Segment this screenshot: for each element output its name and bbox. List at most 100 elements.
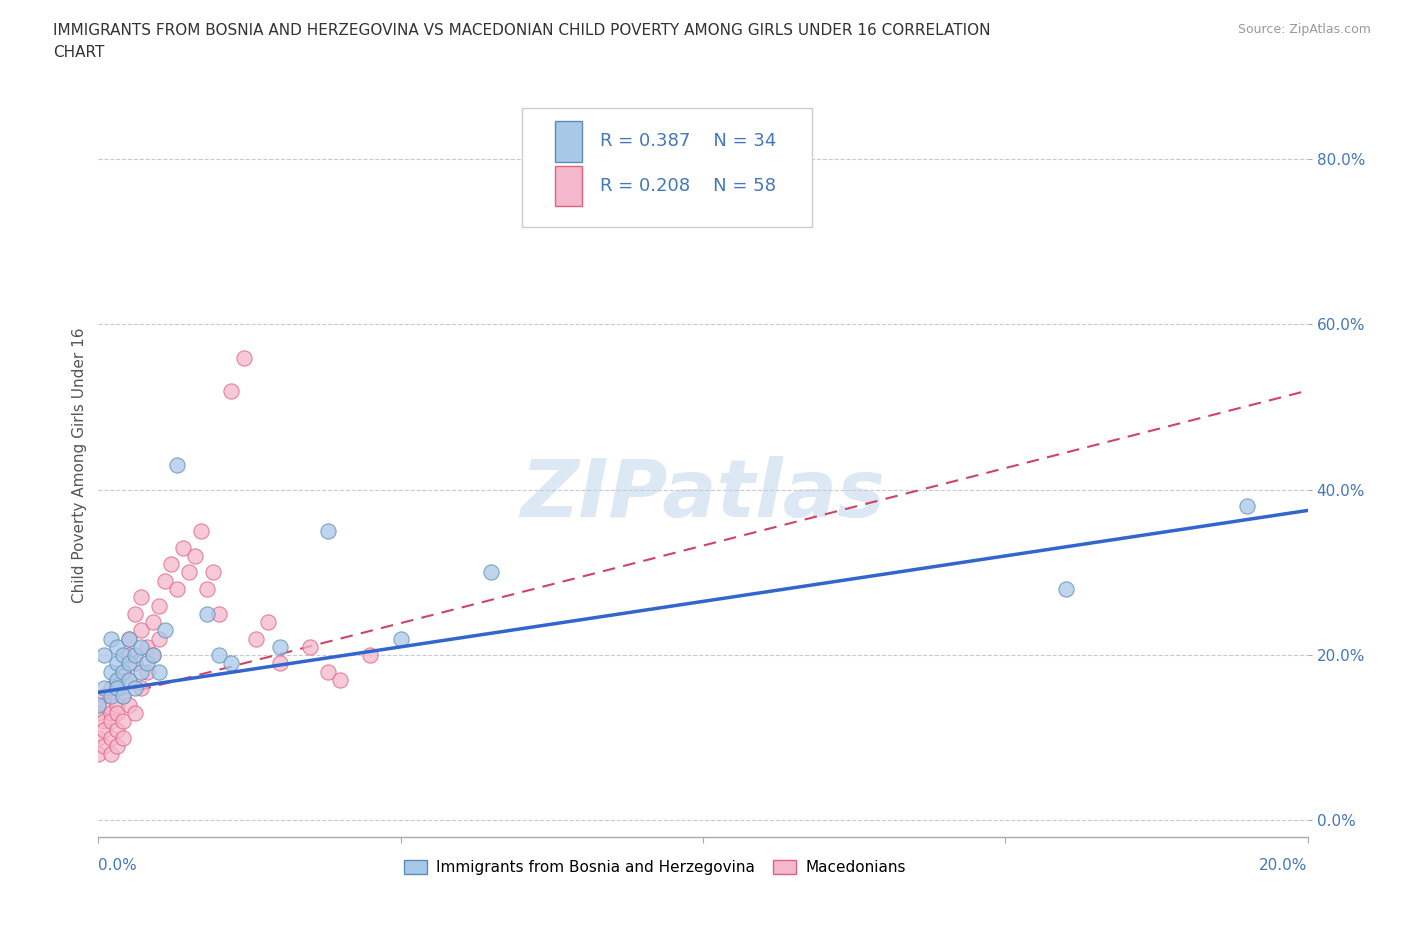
- Point: [316, 524, 339, 538]
- Point: [118, 631, 141, 646]
- Point: [105, 640, 128, 655]
- Point: [299, 640, 322, 655]
- Point: [135, 640, 157, 655]
- Point: [100, 747, 122, 762]
- Text: ZIPatlas: ZIPatlas: [520, 456, 886, 534]
- Point: [160, 557, 183, 572]
- Point: [269, 640, 291, 655]
- Point: [148, 664, 170, 679]
- Point: [87, 730, 110, 745]
- Point: [124, 606, 146, 621]
- Point: [118, 631, 141, 646]
- Point: [245, 631, 267, 646]
- Point: [111, 689, 134, 704]
- Text: Source: ZipAtlas.com: Source: ZipAtlas.com: [1237, 23, 1371, 36]
- Point: [129, 640, 152, 655]
- Point: [142, 647, 165, 662]
- Text: R = 0.387    N = 34: R = 0.387 N = 34: [600, 132, 776, 151]
- FancyBboxPatch shape: [555, 166, 582, 206]
- Point: [316, 664, 339, 679]
- FancyBboxPatch shape: [522, 108, 811, 227]
- Point: [129, 623, 152, 638]
- Y-axis label: Child Poverty Among Girls Under 16: Child Poverty Among Girls Under 16: [72, 327, 87, 603]
- Point: [195, 581, 218, 596]
- Point: [105, 672, 128, 687]
- Point: [100, 681, 122, 696]
- Point: [1054, 581, 1077, 596]
- Text: IMMIGRANTS FROM BOSNIA AND HERZEGOVINA VS MACEDONIAN CHILD POVERTY AMONG GIRLS U: IMMIGRANTS FROM BOSNIA AND HERZEGOVINA V…: [53, 23, 991, 38]
- Point: [124, 656, 146, 671]
- Point: [93, 647, 115, 662]
- Point: [100, 730, 122, 745]
- Point: [208, 606, 231, 621]
- Point: [93, 738, 115, 753]
- Point: [142, 615, 165, 630]
- Point: [221, 383, 243, 398]
- Point: [256, 615, 278, 630]
- Point: [195, 606, 218, 621]
- Point: [100, 631, 122, 646]
- Point: [105, 738, 128, 753]
- Point: [166, 581, 188, 596]
- Point: [87, 698, 110, 712]
- Text: CHART: CHART: [53, 45, 105, 60]
- Point: [166, 458, 188, 472]
- Legend: Immigrants from Bosnia and Herzegovina, Macedonians: Immigrants from Bosnia and Herzegovina, …: [398, 854, 911, 882]
- Point: [111, 664, 134, 679]
- Point: [111, 714, 134, 729]
- Point: [118, 672, 141, 687]
- Point: [118, 647, 141, 662]
- Point: [124, 706, 146, 721]
- Point: [111, 647, 134, 662]
- Point: [111, 664, 134, 679]
- Point: [105, 698, 128, 712]
- Point: [105, 722, 128, 737]
- Point: [184, 549, 207, 564]
- Point: [269, 656, 291, 671]
- Point: [87, 706, 110, 721]
- Point: [124, 647, 146, 662]
- Point: [93, 722, 115, 737]
- Point: [190, 524, 212, 538]
- Point: [105, 656, 128, 671]
- Point: [232, 350, 254, 365]
- Point: [111, 730, 134, 745]
- Text: 20.0%: 20.0%: [1260, 857, 1308, 872]
- Point: [105, 681, 128, 696]
- Point: [389, 631, 412, 646]
- Point: [105, 672, 128, 687]
- Point: [118, 656, 141, 671]
- Point: [124, 681, 146, 696]
- Point: [153, 573, 176, 588]
- Point: [93, 698, 115, 712]
- Text: 0.0%: 0.0%: [98, 857, 138, 872]
- Point: [202, 565, 225, 580]
- Point: [100, 714, 122, 729]
- Point: [148, 631, 170, 646]
- Point: [129, 590, 152, 604]
- Point: [129, 664, 152, 679]
- Point: [93, 689, 115, 704]
- Point: [360, 647, 382, 662]
- Point: [172, 540, 194, 555]
- Point: [148, 598, 170, 613]
- Point: [100, 706, 122, 721]
- Point: [179, 565, 201, 580]
- Point: [118, 672, 141, 687]
- Point: [100, 689, 122, 704]
- Point: [129, 681, 152, 696]
- Point: [142, 647, 165, 662]
- Point: [118, 698, 141, 712]
- Point: [105, 681, 128, 696]
- Point: [100, 664, 122, 679]
- Point: [221, 656, 243, 671]
- Point: [135, 656, 157, 671]
- FancyBboxPatch shape: [555, 121, 582, 162]
- Point: [135, 664, 157, 679]
- Point: [87, 747, 110, 762]
- Point: [481, 565, 503, 580]
- Point: [93, 714, 115, 729]
- Point: [105, 706, 128, 721]
- Point: [1236, 498, 1258, 513]
- Point: [93, 681, 115, 696]
